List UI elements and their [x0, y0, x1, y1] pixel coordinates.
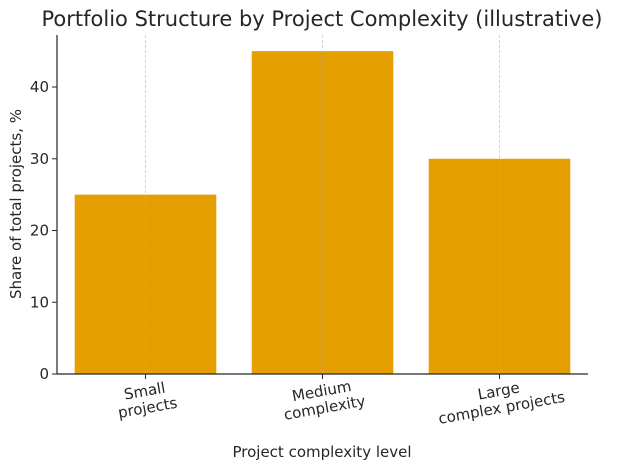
chart-title: Portfolio Structure by Project Complexit…: [42, 7, 603, 31]
x-tick-label: Mediumcomplexity: [279, 375, 366, 424]
y-tick-label: 40: [30, 78, 49, 96]
y-tick-label: 30: [30, 150, 49, 168]
y-tick-label: 0: [39, 365, 49, 383]
x-tick-label: Largecomplex projects: [434, 371, 567, 428]
y-tick-label: 10: [30, 293, 49, 311]
x-axis-label: Project complexity level: [232, 443, 411, 461]
x-tick-label: Smallprojects: [114, 377, 179, 422]
y-tick-label: 20: [30, 222, 49, 240]
y-axis-label: Share of total projects, %: [7, 109, 25, 299]
bar: [74, 194, 217, 374]
